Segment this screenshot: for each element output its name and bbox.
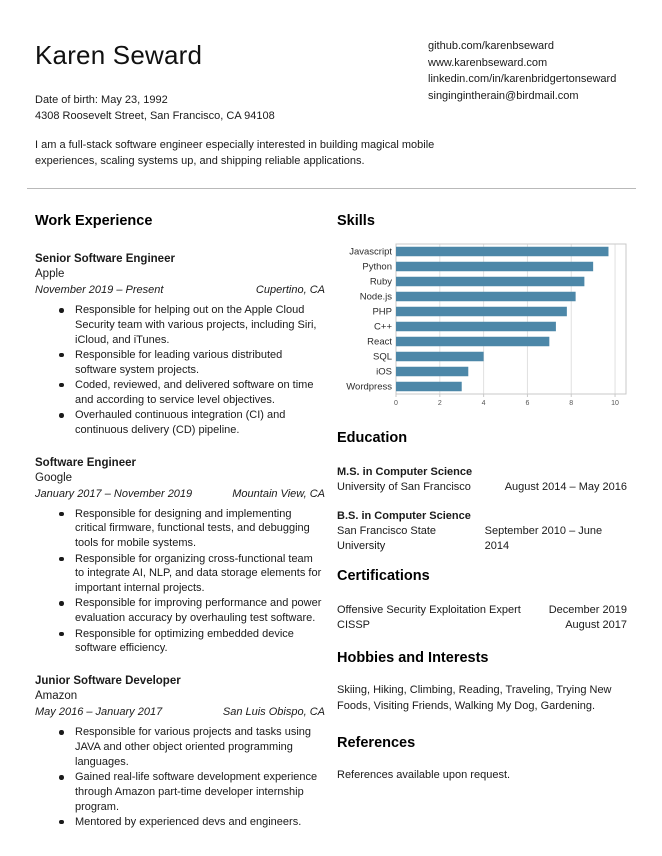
svg-text:SQL: SQL (373, 352, 392, 363)
svg-text:8: 8 (569, 400, 573, 407)
certification-row: Offensive Security Exploitation Expert D… (337, 603, 627, 618)
svg-text:PHP: PHP (372, 307, 392, 318)
svg-text:Wordpress: Wordpress (346, 382, 392, 393)
education-entry: M.S. in Computer Science University of S… (337, 465, 627, 495)
content-columns: Work Experience Senior Software Engineer… (0, 213, 662, 848)
job-company: Amazon (35, 690, 78, 703)
job-title: Senior Software Engineer (35, 253, 175, 265)
date-of-birth: Date of birth: May 23, 1992 (35, 94, 168, 106)
job-location: Mountain View, CA (232, 487, 325, 500)
job-company: Google (35, 471, 73, 484)
bullet-item: Gained real-life software development ex… (35, 770, 325, 814)
education-row: University of San Francisco August 2014 … (337, 480, 627, 495)
job-entry: Junior Software Developer Amazon May 201… (35, 674, 325, 830)
contact-links: github.com/karenbseward www.karenbseward… (428, 38, 616, 104)
education-dates: September 2010 – June 2014 (484, 525, 603, 552)
job-company: Apple (35, 268, 65, 280)
certification-name: Offensive Security Exploitation Expert (337, 604, 521, 616)
bullet-item: Responsible for leading various distribu… (35, 348, 325, 378)
job-meta: May 2016 – January 2017 San Luis Obispo,… (35, 704, 325, 720)
hobbies-text: Skiing, Hiking, Climbing, Reading, Trave… (337, 684, 612, 712)
references-heading: References (337, 735, 416, 751)
svg-text:iOS: iOS (376, 367, 392, 378)
email-link[interactable]: singingintherain@birdmail.com (428, 89, 579, 102)
svg-text:Python: Python (362, 262, 392, 273)
job-title: Junior Software Developer (35, 675, 181, 688)
references-text: References available upon request. (337, 769, 511, 781)
personal-info: Date of birth: May 23, 1992 4308 Rooseve… (35, 93, 627, 124)
bullet-item: Coded, reviewed, and delivered software … (35, 378, 325, 408)
website-link[interactable]: www.karenbseward.com (428, 56, 548, 69)
person-name: Karen Seward (35, 40, 203, 70)
job-meta: January 2017 – November 2019 Mountain Vi… (35, 486, 325, 502)
bullet-item: Responsible for designing and implementi… (35, 507, 325, 551)
certifications-heading: Certifications (337, 568, 430, 584)
summary-text: I am a full-stack software engineer espe… (35, 139, 435, 167)
bullet-item: Responsible for improving performance an… (35, 596, 325, 626)
job-title: Software Engineer (35, 456, 136, 469)
address: 4308 Roosevelt Street, San Francisco, CA… (35, 109, 275, 122)
svg-text:Javascript: Javascript (349, 247, 392, 258)
bullet-item: Responsible for organizing cross-functio… (35, 552, 325, 596)
linkedin-link[interactable]: linkedin.com/in/karenbridgertonseward (428, 73, 617, 85)
svg-text:C++: C++ (374, 322, 392, 333)
job-location: Cupertino, CA (255, 284, 325, 296)
header-divider (27, 188, 636, 189)
bullet-item: Mentored by experienced devs and enginee… (35, 815, 325, 830)
job-entry: Senior Software Engineer Apple November … (35, 252, 325, 438)
education-dates: August 2014 – May 2016 (504, 481, 627, 493)
certification-row: CISSP August 2017 (337, 618, 627, 633)
job-meta: November 2019 – Present Cupertino, CA (35, 282, 325, 298)
job-dates: May 2016 – January 2017 (35, 706, 163, 719)
certification-date: December 2019 (548, 604, 627, 616)
header: Karen Seward github.com/karenbseward www… (0, 0, 662, 169)
job-dates: November 2019 – Present (35, 284, 164, 296)
certification-date: August 2017 (565, 619, 627, 631)
job-location: San Luis Obispo, CA (222, 706, 325, 719)
bullet-item: Responsible for various projects and tas… (35, 725, 325, 769)
svg-text:10: 10 (611, 400, 619, 407)
bullet-item: Overhauled continuous integration (CI) a… (35, 408, 325, 438)
education-entry: B.S. in Computer Science San Francisco S… (337, 509, 627, 554)
right-column: Skills 0 2 4 6 8 10 Javascript Python Ruby Node.j… (337, 213, 627, 848)
job-bullets: Responsible for designing and implementi… (35, 507, 325, 656)
education-row: San Francisco State University September… (337, 524, 627, 554)
svg-text:Node.js: Node.js (360, 292, 392, 303)
degree: M.S. in Computer Science (337, 466, 473, 478)
skills-bar-chart: 0 2 4 6 8 10 Javascript Python Ruby Node.js PHP C++… (337, 239, 627, 409)
svg-text:6: 6 (525, 400, 529, 407)
certification-name: CISSP (337, 619, 371, 631)
work-experience-heading: Work Experience (35, 213, 153, 229)
svg-text:React: React (367, 337, 392, 348)
job-dates: January 2017 – November 2019 (35, 487, 193, 500)
degree: B.S. in Computer Science (337, 510, 471, 522)
svg-text:4: 4 (482, 400, 486, 407)
job-bullets: Responsible for helping out on the Apple… (35, 303, 325, 438)
hobbies-heading: Hobbies and Interests (337, 650, 489, 666)
svg-text:Ruby: Ruby (370, 277, 392, 288)
school: San Francisco State University (337, 525, 437, 552)
bullet-item: Responsible for helping out on the Apple… (35, 303, 325, 347)
svg-text:2: 2 (438, 400, 442, 407)
school: University of San Francisco (337, 481, 471, 493)
left-column: Work Experience Senior Software Engineer… (35, 213, 325, 848)
svg-text:0: 0 (394, 400, 398, 407)
bullet-item: Responsible for optimizing embedded devi… (35, 627, 325, 657)
job-entry: Software Engineer Google January 2017 – … (35, 456, 325, 656)
job-bullets: Responsible for various projects and tas… (35, 725, 325, 830)
github-link[interactable]: github.com/karenbseward (428, 40, 554, 52)
education-heading: Education (337, 430, 408, 446)
skills-heading: Skills (337, 213, 375, 229)
